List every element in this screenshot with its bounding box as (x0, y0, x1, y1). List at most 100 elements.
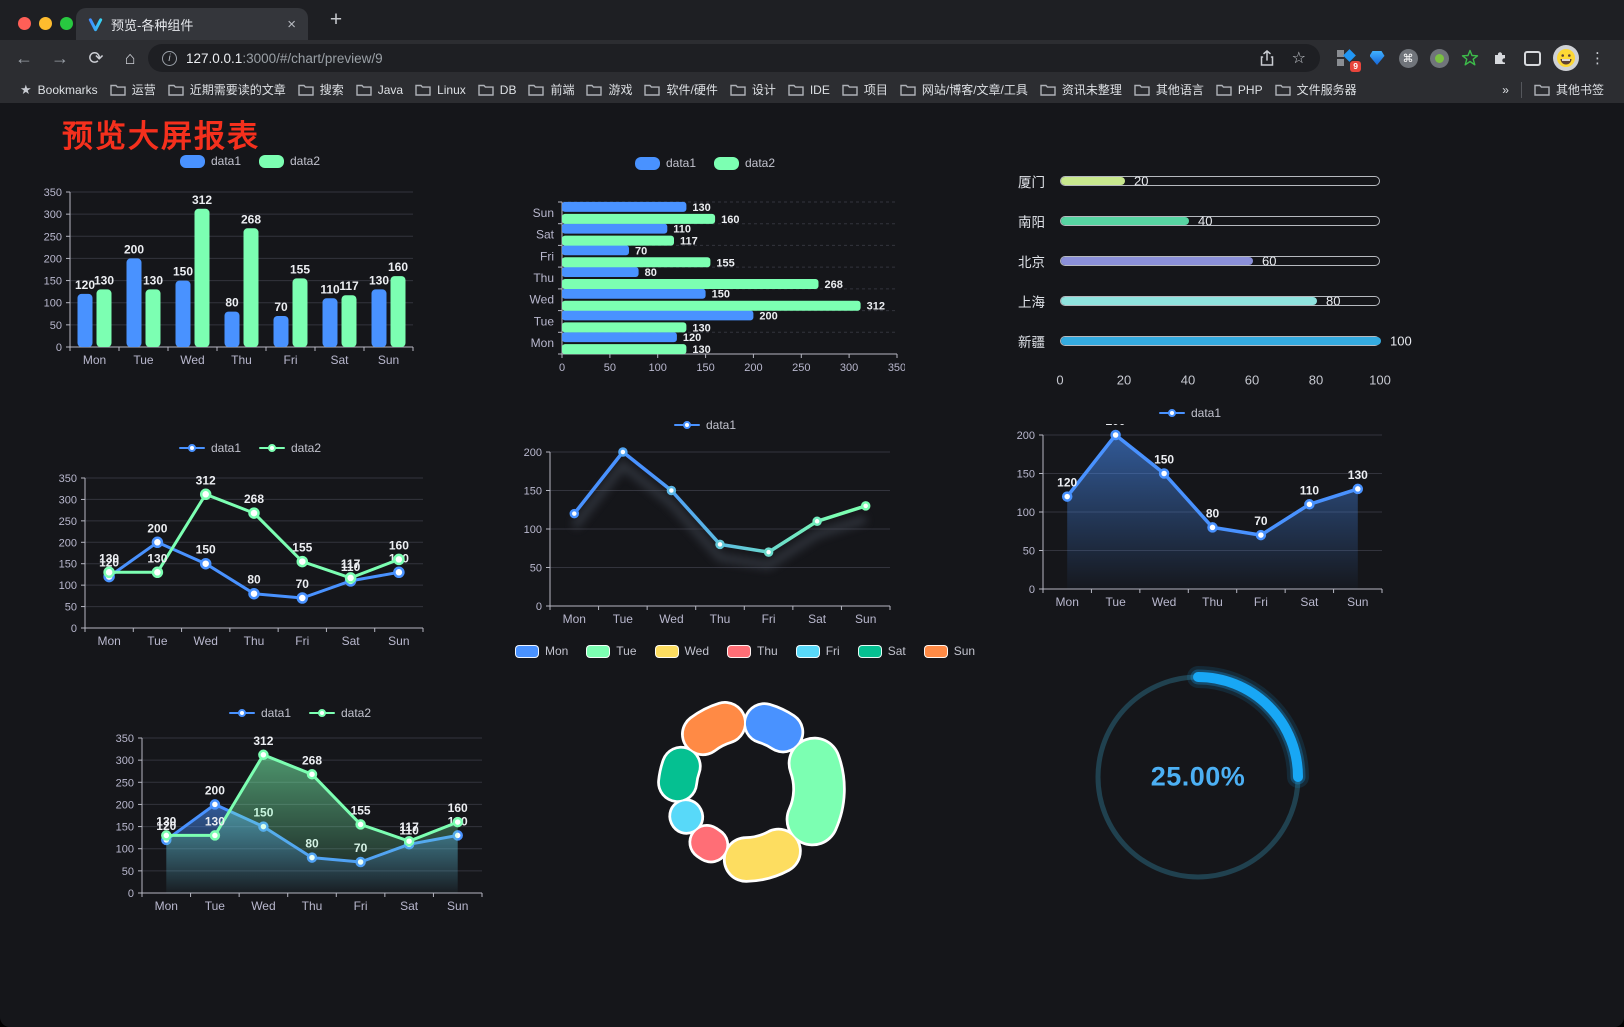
svg-text:300: 300 (116, 755, 134, 767)
svg-text:Wed: Wed (659, 612, 683, 626)
svg-text:Mon: Mon (1056, 595, 1079, 609)
svg-text:117: 117 (341, 557, 361, 571)
chart-gauge[interactable]: 25.00% (1075, 645, 1325, 915)
chart-gradient-line[interactable]: data1 0 50 100 150 200 Mon Tue Wed Thu Fri Sat Sun (505, 414, 905, 636)
sidebar-panel-icon[interactable] (1522, 48, 1542, 68)
bookmark-folder[interactable]: 网站/博客/文章/工具 (894, 78, 1034, 101)
url-host: 127.0.0.1 (186, 50, 243, 66)
svg-text:Sun: Sun (378, 353, 399, 367)
address-bar[interactable]: i 127.0.0.1:3000/#/chart/preview/9 ☆ (148, 44, 1320, 72)
legend-item-Tue[interactable]: Tue (586, 644, 637, 658)
bookmark-folder[interactable]: 前端 (522, 78, 580, 101)
browser-tab[interactable]: 预览-各种组件 × (76, 8, 308, 40)
zoom-window-button[interactable] (60, 17, 73, 30)
svg-text:130: 130 (143, 273, 163, 287)
bookmark-folder[interactable]: DB (472, 80, 523, 100)
home-icon[interactable]: ⌂ (124, 47, 136, 68)
forward-icon[interactable]: → (51, 47, 69, 68)
legend-item-data1[interactable]: data1 (673, 418, 736, 432)
svg-text:Mon: Mon (97, 634, 120, 648)
legend-item-Mon[interactable]: Mon (514, 644, 568, 658)
tab-close-icon[interactable]: × (287, 15, 296, 33)
chart-two-line[interactable]: data1 data2 0 50 100 150 200 250 300 350 Mon Tue Wed… (30, 437, 470, 659)
bookmark-folder[interactable]: IDE (782, 80, 836, 100)
bookmark-folder[interactable]: 软件/硬件 (638, 78, 723, 101)
bookmark-folder[interactable]: 近期需要读的文章 (162, 78, 292, 101)
bookmark-folder[interactable]: 文件服务器 (1269, 78, 1363, 101)
chart-horizontal-bar[interactable]: data1 data2 Sun Sat Fri Thu Wed Tue Mon 0 50 100 150… (505, 152, 905, 374)
legend-item-data2[interactable]: data2 (259, 441, 321, 455)
svg-text:Sat: Sat (342, 634, 361, 648)
bookmark-folder[interactable]: 项目 (836, 78, 894, 101)
bookmark-folder[interactable]: 其他语言 (1128, 78, 1210, 101)
share-icon[interactable] (1260, 50, 1274, 66)
bookmark-folder[interactable]: PHP (1210, 80, 1269, 100)
bookmarks-manager[interactable]: ★ Bookmarks (14, 79, 104, 101)
svg-text:Fri: Fri (762, 612, 776, 626)
bookmark-folder[interactable]: 资讯未整理 (1034, 78, 1128, 101)
svg-text:0: 0 (128, 888, 134, 900)
svg-text:110: 110 (399, 823, 419, 837)
svg-text:0: 0 (1029, 584, 1035, 596)
svg-text:150: 150 (196, 543, 216, 557)
minimize-window-button[interactable] (39, 17, 52, 30)
bookmark-folder[interactable]: 搜索 (292, 78, 350, 101)
chart-two-area[interactable]: data1 data2 0 50 100 150 200 250 300 350 Mon Tue Wed… (100, 702, 500, 924)
legend-item-data1[interactable]: data1 (1158, 406, 1221, 420)
back-icon[interactable]: ← (15, 47, 33, 68)
bookmark-folder-label: 文件服务器 (1296, 83, 1357, 97)
other-bookmarks[interactable]: 其他书签 (1528, 78, 1610, 101)
progress-value: 40 (1198, 213, 1213, 229)
bookmark-star-icon[interactable]: ☆ (1291, 50, 1306, 67)
new-tab-button[interactable]: + (329, 8, 343, 31)
tab-title: 预览-各种组件 (111, 17, 194, 33)
svg-text:130: 130 (692, 322, 710, 334)
legend-item-data1[interactable]: data1 (634, 156, 696, 170)
legend-item-Sat[interactable]: Sat (857, 644, 906, 658)
svg-text:117: 117 (399, 820, 419, 834)
legend-item-Sun[interactable]: Sun (923, 644, 975, 658)
bookmarks-overflow-button[interactable]: » (1502, 82, 1509, 97)
reload-icon[interactable]: ⟳ (88, 47, 104, 68)
chart-progress-bars[interactable]: 厦门 20 南阳 40 北京 60 上海 80 新疆 100 0 20 40 60 80 100 (985, 150, 1412, 400)
close-window-button[interactable] (18, 17, 31, 30)
svg-text:Fri: Fri (354, 899, 368, 913)
extension-grid-icon[interactable]: 9 (1336, 48, 1361, 72)
extension-star-icon[interactable] (1460, 48, 1480, 68)
bookmark-folder[interactable]: Linux (409, 80, 472, 100)
legend-label: Fri (825, 644, 840, 658)
extension-command-icon[interactable]: ⌘ (1398, 48, 1418, 68)
svg-text:Wed: Wed (193, 634, 217, 648)
legend-item-data2[interactable]: data2 (309, 706, 371, 720)
svg-text:Sat: Sat (808, 612, 827, 626)
legend-item-Wed[interactable]: Wed (654, 644, 709, 658)
profile-avatar[interactable] (1553, 45, 1579, 71)
legend-item-data1[interactable]: data1 (179, 154, 241, 168)
bookmark-folder[interactable]: Java (350, 80, 409, 100)
svg-text:130: 130 (692, 344, 710, 356)
extension-record-icon[interactable] (1429, 48, 1449, 68)
legend-item-data1[interactable]: data1 (228, 706, 291, 720)
svg-text:120: 120 (683, 332, 701, 344)
bookmark-folder[interactable]: 设计 (724, 78, 782, 101)
progress-fill (1061, 297, 1317, 305)
extensions-puzzle-icon[interactable] (1491, 48, 1511, 68)
chart-area-line[interactable]: data1 0 50 100 150 200 Mon Tue Wed Thu Fri Sat Sun 12… (985, 402, 1395, 620)
svg-text:200: 200 (1106, 424, 1126, 428)
legend-item-Thu[interactable]: Thu (727, 644, 778, 658)
svg-text:70: 70 (635, 245, 647, 257)
bookmark-folder[interactable]: 游戏 (580, 78, 638, 101)
legend-item-Fri[interactable]: Fri (795, 644, 840, 658)
site-info-icon[interactable]: i (162, 50, 177, 66)
svg-text:130: 130 (205, 814, 225, 828)
menu-icon[interactable]: ⋮ (1590, 50, 1605, 67)
chart-grouped-bar[interactable]: data1 data2 0 50 100 150 200 250 300 350 Mon Tue Wed… (30, 150, 470, 377)
extension-gem-icon[interactable] (1367, 48, 1387, 68)
bookmark-folder[interactable]: 运营 (104, 78, 162, 101)
legend-item-data2[interactable]: data2 (259, 154, 320, 168)
legend-item-data2[interactable]: data2 (714, 156, 775, 170)
chart-donut[interactable]: Mon Tue Wed Thu Fri Sat Sun (514, 640, 975, 950)
axis-tick: 0 (1056, 372, 1064, 388)
chart-legend: data1 data2 (505, 152, 905, 174)
legend-item-data1[interactable]: data1 (178, 441, 241, 455)
